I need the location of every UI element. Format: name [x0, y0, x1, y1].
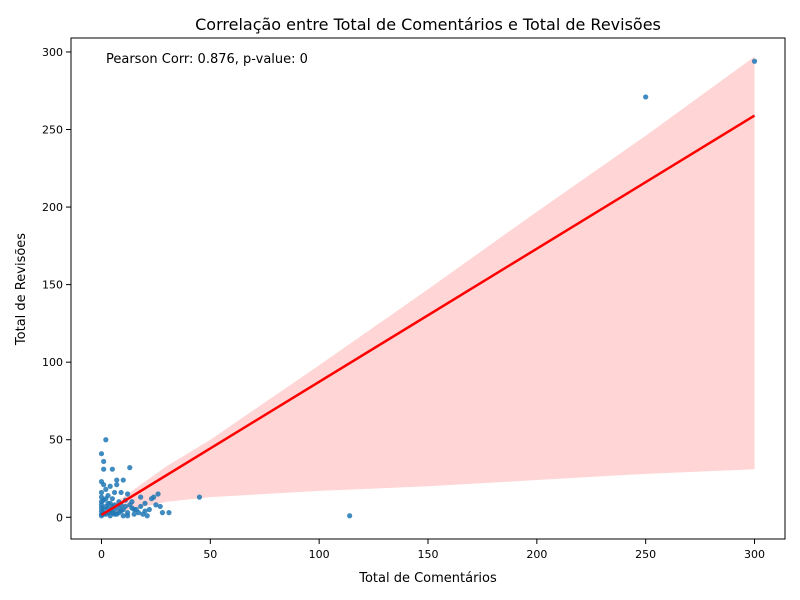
- data-point: [114, 482, 120, 488]
- data-point: [101, 466, 107, 472]
- regression-line: [100, 114, 756, 517]
- data-point: [643, 94, 649, 100]
- x-tick-label: 100: [309, 548, 330, 561]
- data-point: [138, 494, 144, 500]
- data-point: [109, 466, 115, 472]
- data-point: [166, 510, 172, 516]
- confidence-band-layer: [101, 56, 755, 518]
- data-point: [101, 458, 107, 465]
- x-tick-label: 150: [418, 548, 439, 561]
- x-tick-label: 250: [635, 548, 656, 561]
- data-point: [131, 506, 137, 513]
- x-tick-label: 200: [526, 548, 547, 561]
- chart-title: Correlação entre Total de Comentários e …: [195, 15, 661, 34]
- data-point: [116, 505, 122, 511]
- data-point: [196, 494, 203, 500]
- data-point: [142, 500, 148, 506]
- data-point: [103, 486, 109, 492]
- y-tick-label: 0: [56, 511, 63, 524]
- data-point: [144, 513, 150, 519]
- data-point: [109, 496, 115, 502]
- data-point: [146, 506, 152, 513]
- y-tick-label: 250: [42, 124, 63, 137]
- y-tick-label: 100: [42, 356, 63, 369]
- x-tick-label: 50: [203, 548, 217, 561]
- confidence-band: [101, 56, 755, 518]
- data-point: [98, 451, 105, 457]
- data-point: [124, 513, 131, 519]
- data-point: [120, 513, 126, 519]
- y-tick-label: 50: [49, 434, 63, 447]
- data-point: [127, 465, 133, 471]
- data-point: [120, 477, 126, 483]
- data-point: [98, 479, 105, 485]
- data-point: [347, 513, 353, 519]
- data-point: [153, 502, 159, 508]
- data-point: [118, 489, 124, 496]
- pearson-annotation: Pearson Corr: 0.876, p-value: 0: [106, 52, 308, 67]
- data-point: [98, 494, 105, 500]
- data-point: [98, 489, 105, 496]
- data-point: [157, 503, 163, 510]
- y-tick-label: 150: [42, 279, 63, 292]
- data-point: [131, 511, 137, 517]
- data-point: [105, 500, 111, 506]
- data-point: [751, 58, 758, 64]
- y-tick-label: 200: [42, 201, 63, 214]
- x-tick-label: 300: [744, 548, 765, 561]
- data-point: [155, 491, 161, 497]
- y-tick-label: 300: [42, 46, 63, 59]
- data-point: [148, 496, 155, 502]
- data-point: [111, 489, 118, 496]
- data-point: [107, 483, 113, 489]
- data-point: [159, 510, 166, 516]
- data-point: [142, 508, 148, 514]
- data-point: [114, 477, 120, 483]
- data-point: [129, 499, 135, 505]
- x-axis-label: Total de Comentários: [358, 571, 497, 586]
- data-point: [138, 503, 144, 510]
- data-point: [124, 491, 131, 497]
- data-point: [103, 496, 109, 502]
- x-axis-ticks: 0 50 100 150 200 250 300: [98, 539, 765, 561]
- data-point: [111, 511, 118, 517]
- data-points-layer: [98, 58, 758, 519]
- regression-line-layer: [100, 114, 756, 517]
- y-axis-ticks: 0 50 100 150 200 250 300: [42, 46, 71, 524]
- data-point: [116, 510, 122, 516]
- x-tick-label: 0: [98, 548, 105, 561]
- data-point: [103, 437, 109, 443]
- y-axis-label: Total de Revisões: [14, 233, 29, 346]
